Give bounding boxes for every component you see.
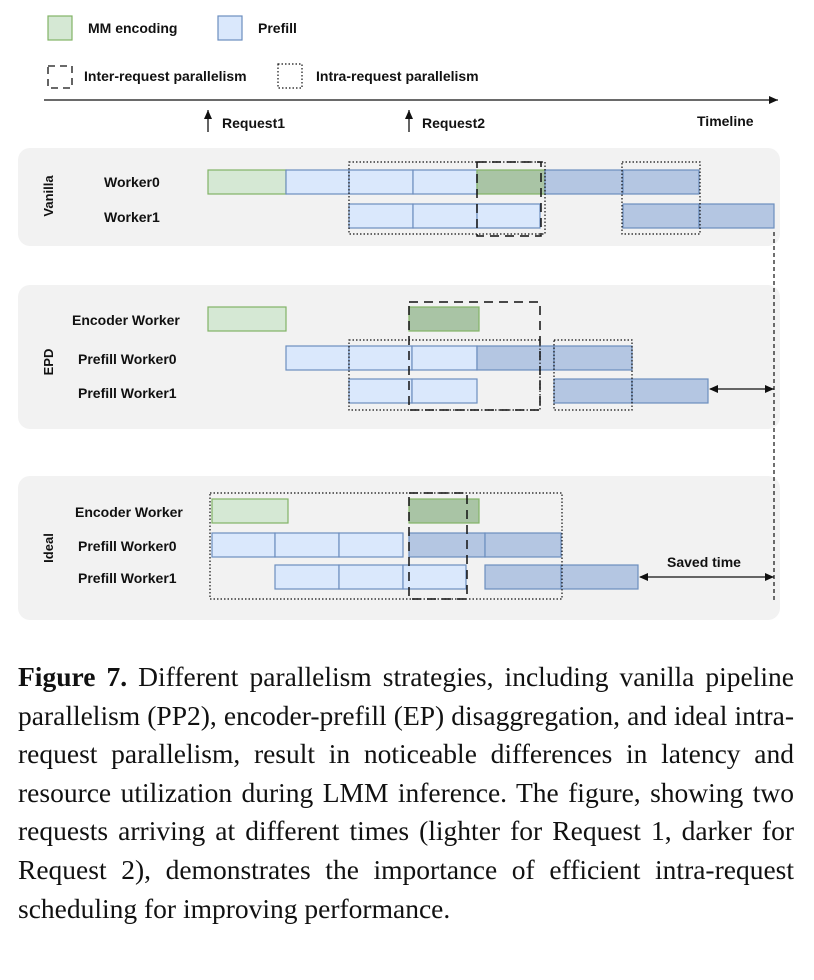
prefill-block xyxy=(402,564,467,590)
mm-encoding-block xyxy=(207,306,287,332)
task-blocks xyxy=(207,169,775,590)
prefill-block xyxy=(484,564,562,590)
epd-row-label: Prefill Worker1 xyxy=(78,385,177,401)
timeline: Request1 Request2 Timeline xyxy=(44,96,778,132)
prefill-block xyxy=(348,203,414,229)
prefill-block xyxy=(544,169,624,195)
prefill-block xyxy=(274,564,340,590)
intra-request-box xyxy=(209,492,563,600)
mm-encoding-block xyxy=(207,169,287,195)
caption-text: Different parallelism strategies, includ… xyxy=(18,661,794,924)
intra-request-box xyxy=(621,161,701,235)
ideal-row-label: Prefill Worker1 xyxy=(78,570,177,586)
inter-request-box xyxy=(408,492,468,600)
intra-request-box xyxy=(348,339,541,411)
prefill-block xyxy=(348,378,413,404)
prefill-block xyxy=(622,203,700,229)
request1-label: Request1 xyxy=(222,115,285,131)
legend-prefill-swatch xyxy=(217,15,243,41)
prefill-block xyxy=(412,203,478,229)
vanilla-row-label: Worker1 xyxy=(104,209,160,225)
prefill-block xyxy=(274,532,340,558)
prefill-block xyxy=(408,532,486,558)
vanilla-row-label: Worker0 xyxy=(104,174,160,190)
request2-label: Request2 xyxy=(422,115,485,131)
prefill-block xyxy=(476,203,541,229)
parallelism-boxes xyxy=(209,161,701,600)
legend-mm-label: MM encoding xyxy=(88,20,177,36)
figure-number: Figure 7. xyxy=(18,661,128,692)
inter-request-box xyxy=(408,301,541,411)
prefill-block xyxy=(211,532,276,558)
parallelism-diagram: MM encoding Prefill Inter-request parall… xyxy=(18,15,780,620)
vanilla-panel xyxy=(18,148,780,246)
legend-mm-swatch xyxy=(47,15,73,41)
prefill-block xyxy=(348,345,413,371)
prefill-block xyxy=(338,532,404,558)
intra-request-box xyxy=(348,161,546,235)
legend-intra-swatch xyxy=(277,63,303,89)
legend-inter-swatch xyxy=(47,65,73,89)
ideal-section-label: Ideal xyxy=(41,533,56,563)
mm-encoding-block xyxy=(211,498,289,524)
figure-caption: Figure 7. Different parallelism strategi… xyxy=(18,658,794,928)
prefill-block xyxy=(411,378,478,404)
prefill-block xyxy=(412,169,478,195)
intra-request-box xyxy=(553,339,633,411)
ideal-row-label: Encoder Worker xyxy=(75,504,183,520)
vanilla-section-label: Vanilla xyxy=(41,175,56,217)
prefill-block xyxy=(622,169,700,195)
legend-prefill-label: Prefill xyxy=(258,20,297,36)
prefill-block xyxy=(285,169,350,195)
prefill-block xyxy=(338,564,404,590)
saved-time-label: Saved time xyxy=(667,554,741,570)
epd-row-label: Encoder Worker xyxy=(72,312,180,328)
legend: MM encoding Prefill Inter-request parall… xyxy=(47,15,479,89)
prefill-block xyxy=(285,345,350,371)
prefill-block xyxy=(484,532,562,558)
prefill-block xyxy=(553,378,633,404)
timeline-label: Timeline xyxy=(697,113,754,129)
prefill-block xyxy=(560,564,639,590)
mm-encoding-block xyxy=(408,306,480,332)
inter-request-box xyxy=(476,161,542,237)
ideal-row-label: Prefill Worker0 xyxy=(78,538,177,554)
legend-intra-label: Intra-request parallelism xyxy=(316,68,479,84)
epd-section-label: EPD xyxy=(41,349,56,376)
prefill-block xyxy=(348,169,414,195)
prefill-block xyxy=(631,378,709,404)
prefill-block xyxy=(553,345,633,371)
mm-encoding-block xyxy=(476,169,546,195)
epd-row-label: Prefill Worker0 xyxy=(78,351,177,367)
prefill-block xyxy=(411,345,478,371)
mm-encoding-block xyxy=(408,498,480,524)
legend-inter-label: Inter-request parallelism xyxy=(84,68,247,84)
prefill-block xyxy=(476,345,555,371)
prefill-block xyxy=(698,203,775,229)
